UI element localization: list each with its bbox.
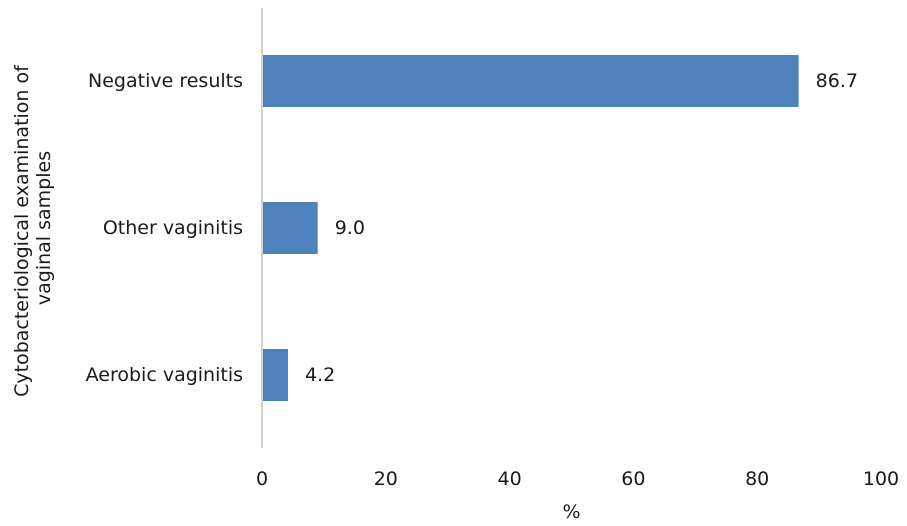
- y-axis-title-line-1: Cytobacteriological examination of: [11, 64, 33, 397]
- value-label: 86.7: [816, 70, 858, 92]
- x-tick-label: 0: [256, 468, 268, 490]
- bars-layer: [263, 55, 799, 401]
- category-label: Negative results: [88, 70, 243, 92]
- x-tick-labels: 0 20 40 60 80 100: [256, 468, 899, 490]
- bar-aerobic-vaginitis: [263, 349, 288, 401]
- category-label: Other vaginitis: [103, 217, 243, 239]
- y-axis-title-line-2: vaginal samples: [33, 151, 55, 305]
- x-axis-title: %: [562, 501, 580, 522]
- value-label: 9.0: [335, 217, 365, 239]
- category-labels: Negative results Other vaginitis Aerobic v…: [86, 70, 243, 386]
- bar-negative-results: [263, 55, 799, 107]
- bar-other-vaginitis: [263, 202, 318, 254]
- x-tick-label: 100: [863, 468, 899, 490]
- y-axis-title: Cytobacteriological examination of vagin…: [11, 59, 55, 397]
- x-tick-label: 40: [498, 468, 522, 490]
- value-label: 4.2: [305, 364, 335, 386]
- x-tick-label: 80: [745, 468, 769, 490]
- value-labels: 86.7 9.0 4.2: [305, 70, 858, 386]
- category-label: Aerobic vaginitis: [86, 364, 243, 386]
- x-tick-label: 20: [374, 468, 398, 490]
- x-tick-label: 60: [621, 468, 645, 490]
